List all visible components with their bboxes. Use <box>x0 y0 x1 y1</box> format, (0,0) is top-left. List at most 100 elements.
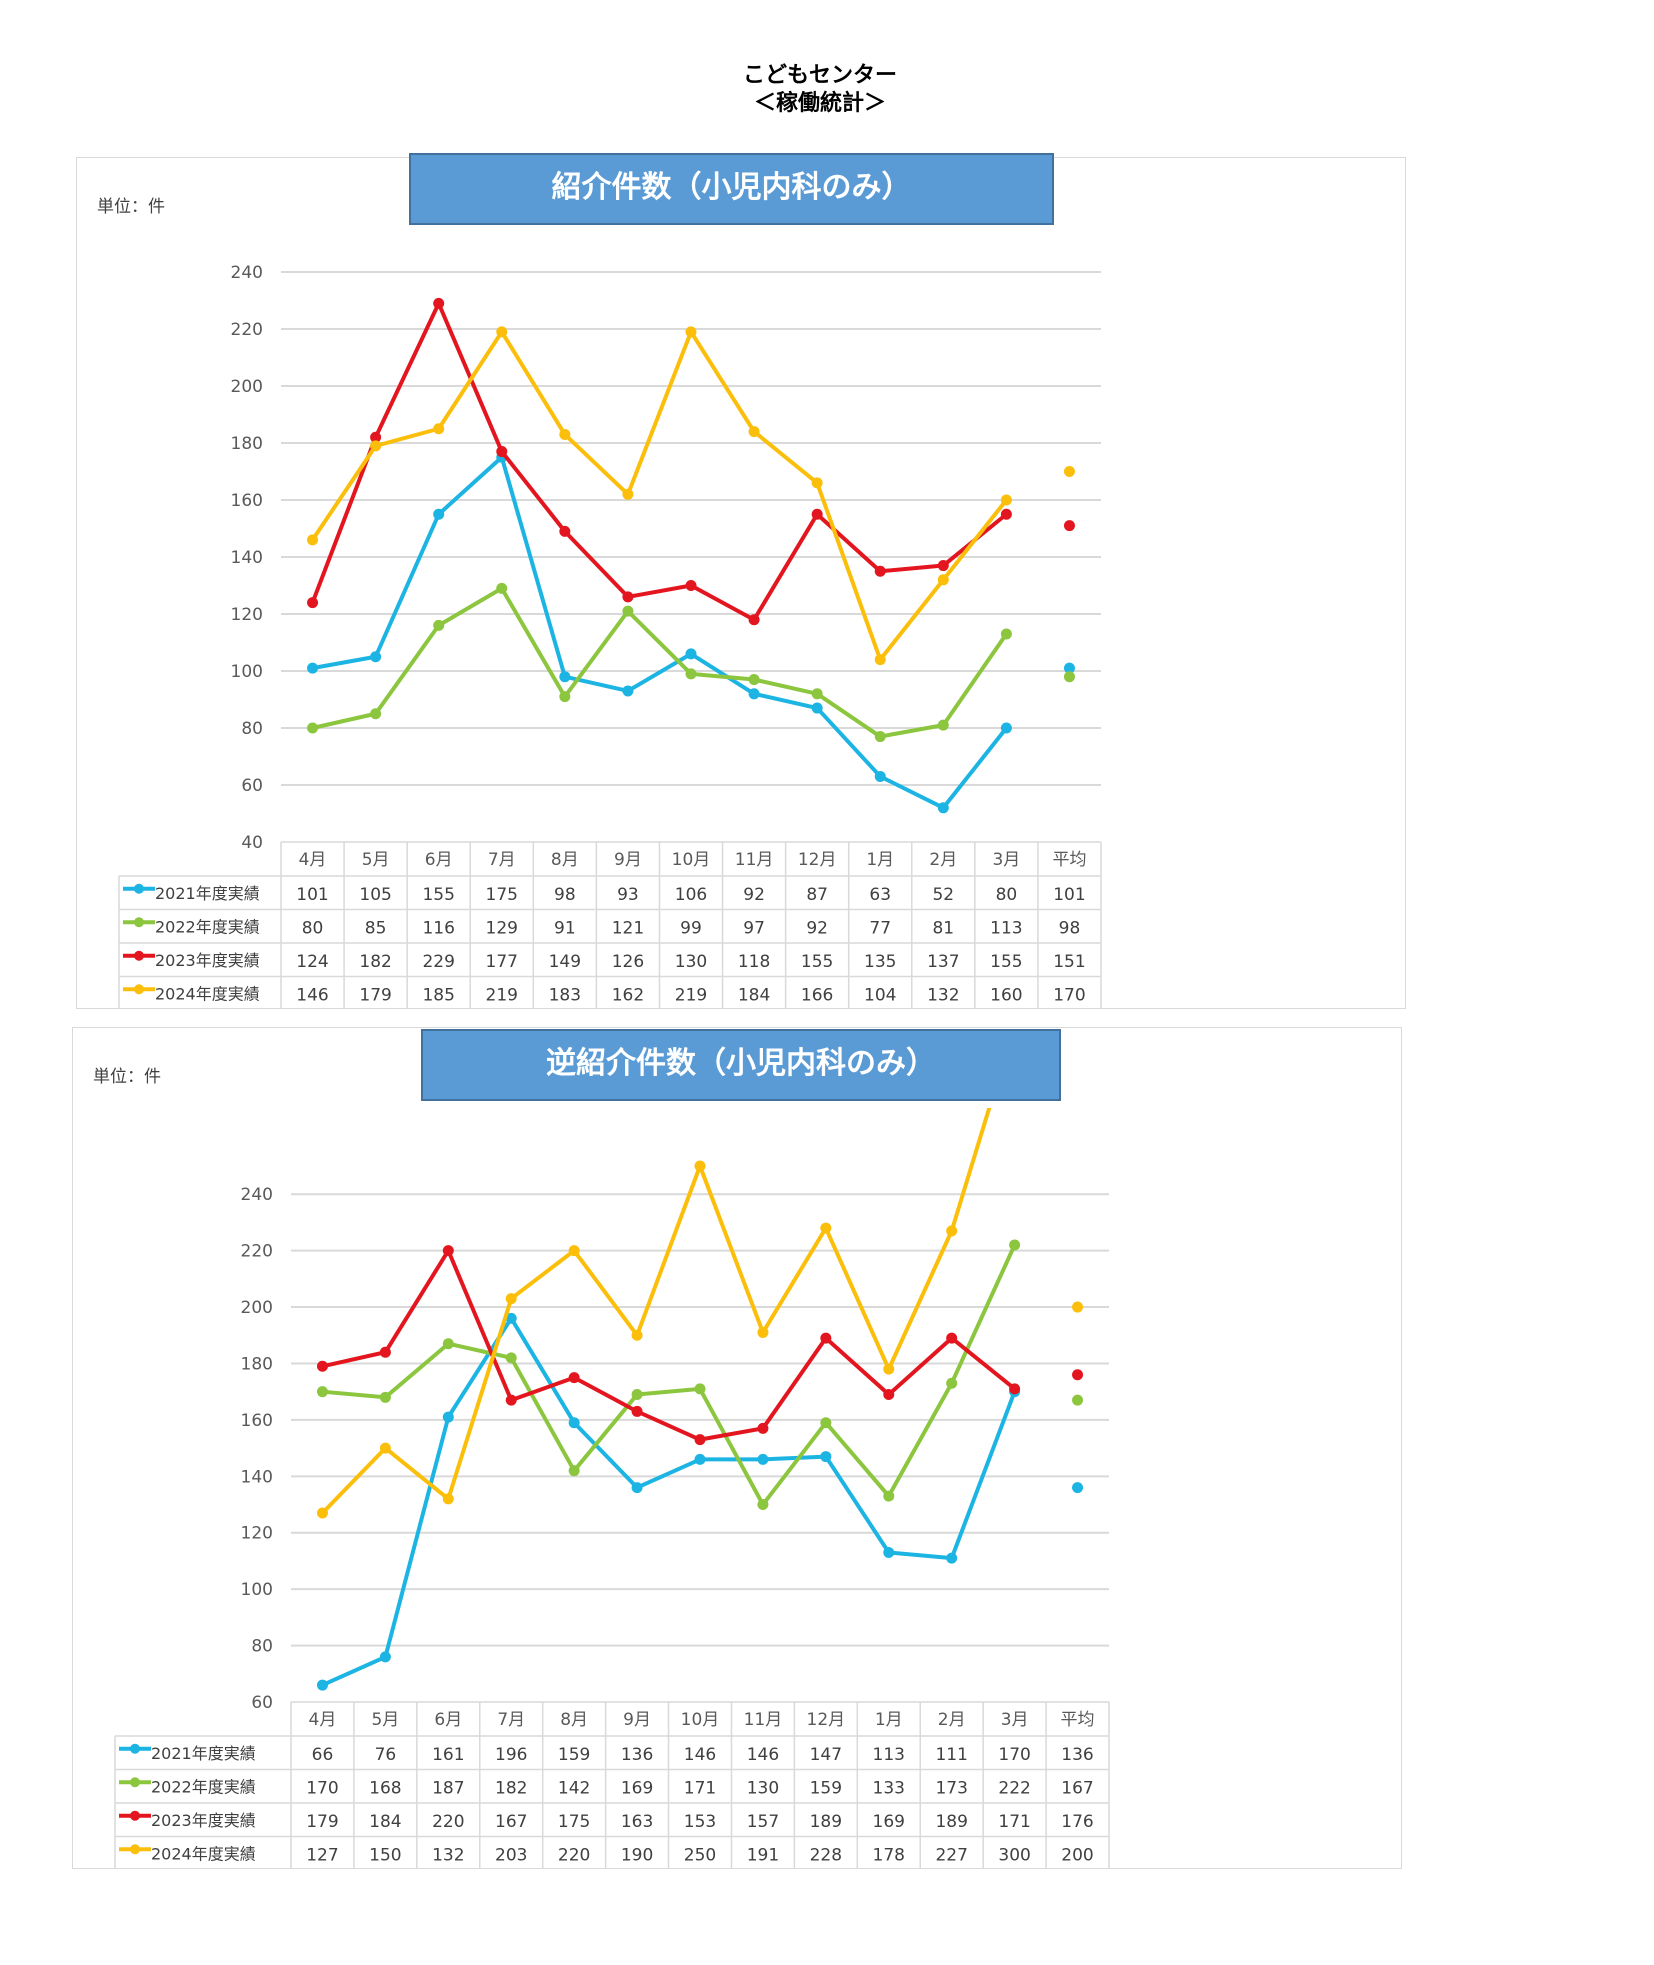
y-tick-label: 140 <box>231 548 263 568</box>
data-label: 76 <box>375 1745 397 1765</box>
x-category-label: 平均 <box>1061 1710 1095 1730</box>
data-point <box>505 1312 517 1324</box>
data-label: 111 <box>935 1745 967 1765</box>
series-line <box>320 1242 1017 1507</box>
page-subtitle: ＜稼働統計＞ <box>753 91 886 116</box>
data-label: 170 <box>998 1745 1030 1765</box>
data-label: 155 <box>990 952 1022 972</box>
data-point <box>1009 1383 1021 1395</box>
data-point <box>685 580 697 591</box>
x-category-label: 5月 <box>371 1710 399 1730</box>
data-point <box>757 1499 769 1511</box>
data-label: 166 <box>801 985 833 1005</box>
data-label: 150 <box>369 1845 401 1865</box>
legend-series-name: 2023年度実績 <box>151 1811 256 1830</box>
x-category-label: 7月 <box>488 850 516 870</box>
data-point <box>748 614 760 626</box>
data-label: 175 <box>558 1812 590 1832</box>
data-label: 81 <box>932 918 954 938</box>
data-point <box>433 297 445 309</box>
legend-key-marker <box>130 1743 140 1754</box>
data-label: 300 <box>998 1845 1030 1865</box>
data-point <box>820 1451 832 1463</box>
data-point <box>811 508 823 520</box>
average-point <box>1063 662 1075 674</box>
data-point <box>694 1160 706 1172</box>
x-category-label: 10月 <box>672 850 711 870</box>
data-point <box>307 534 319 546</box>
data-label: 151 <box>1053 952 1085 972</box>
x-category-label: 5月 <box>362 850 390 870</box>
data-point <box>442 1493 454 1505</box>
y-tick-label: 80 <box>241 719 263 739</box>
data-point <box>496 582 508 594</box>
data-point <box>505 1394 517 1406</box>
data-label: 80 <box>996 885 1018 905</box>
data-point <box>622 685 634 697</box>
data-label: 126 <box>612 952 644 972</box>
data-point <box>442 1411 454 1423</box>
y-tick-label: 160 <box>241 1411 273 1431</box>
average-point <box>1063 520 1075 532</box>
data-point <box>316 1679 328 1691</box>
x-category-label: 3月 <box>1001 1710 1029 1730</box>
data-point <box>946 1552 958 1564</box>
average-point <box>1072 1369 1084 1381</box>
reverse-referral-chart: 60 80 100 120 140 160 180 200 220 240 4月 5月 6月 7月 8月 9月… <box>114 1108 1110 1868</box>
data-point <box>874 770 886 782</box>
x-category-label: 1月 <box>866 850 894 870</box>
data-label: 91 <box>554 918 576 938</box>
data-point <box>883 1389 895 1401</box>
y-tick-label: 180 <box>241 1354 273 1374</box>
data-point <box>307 722 319 734</box>
legend-series-name: 2022年度実績 <box>155 917 260 936</box>
data-label: 220 <box>558 1845 590 1865</box>
data-point <box>694 1434 706 1446</box>
data-label: 185 <box>422 985 454 1005</box>
x-category-label: 6月 <box>434 1710 462 1730</box>
data-label: 142 <box>558 1778 590 1798</box>
data-label: 101 <box>1053 885 1085 905</box>
y-tick-label: 80 <box>251 1637 273 1657</box>
data-label: 227 <box>935 1845 967 1865</box>
data-point <box>883 1363 895 1375</box>
x-category-label: 12月 <box>798 850 837 870</box>
data-label: 163 <box>621 1812 653 1832</box>
data-point <box>937 574 949 586</box>
data-point <box>496 326 508 338</box>
data-point <box>1000 494 1012 506</box>
data-point <box>370 431 382 443</box>
data-label: 171 <box>684 1778 716 1798</box>
data-label: 130 <box>747 1778 779 1798</box>
data-label: 98 <box>1059 918 1081 938</box>
data-label: 219 <box>675 985 707 1005</box>
data-label: 147 <box>810 1745 842 1765</box>
data-label: 229 <box>422 952 454 972</box>
y-tick-label: 120 <box>241 1524 273 1544</box>
data-label: 66 <box>312 1745 334 1765</box>
data-point <box>379 1391 391 1403</box>
data-label: 118 <box>738 952 770 972</box>
data-point <box>748 426 760 438</box>
data-label: 219 <box>486 985 518 1005</box>
data-point <box>883 1490 895 1502</box>
y-tick-label: 240 <box>241 1185 273 1205</box>
data-label: 155 <box>801 952 833 972</box>
x-category-label: 2月 <box>929 850 957 870</box>
data-label: 77 <box>869 918 891 938</box>
data-point <box>559 671 571 683</box>
referral-unit-label: 単位：件 <box>97 197 165 217</box>
referral-chart-panel: 40 60 80 100 120 140 160 180 200 220 240 4月 5月 6月 7月 8月… <box>76 153 1406 1009</box>
data-point <box>1009 1239 1021 1251</box>
data-point <box>1000 508 1012 520</box>
reverse-referral-unit-label: 単位：件 <box>93 1067 161 1087</box>
data-label: 87 <box>806 885 828 905</box>
legend-series-name: 2022年度実績 <box>151 1777 256 1796</box>
data-point <box>622 605 634 617</box>
data-point <box>442 1245 454 1257</box>
data-label: 99 <box>680 918 702 938</box>
data-label: 97 <box>743 918 765 938</box>
data-label: 189 <box>935 1812 967 1832</box>
x-category-label: 11月 <box>735 850 774 870</box>
data-label: 159 <box>810 1778 842 1798</box>
